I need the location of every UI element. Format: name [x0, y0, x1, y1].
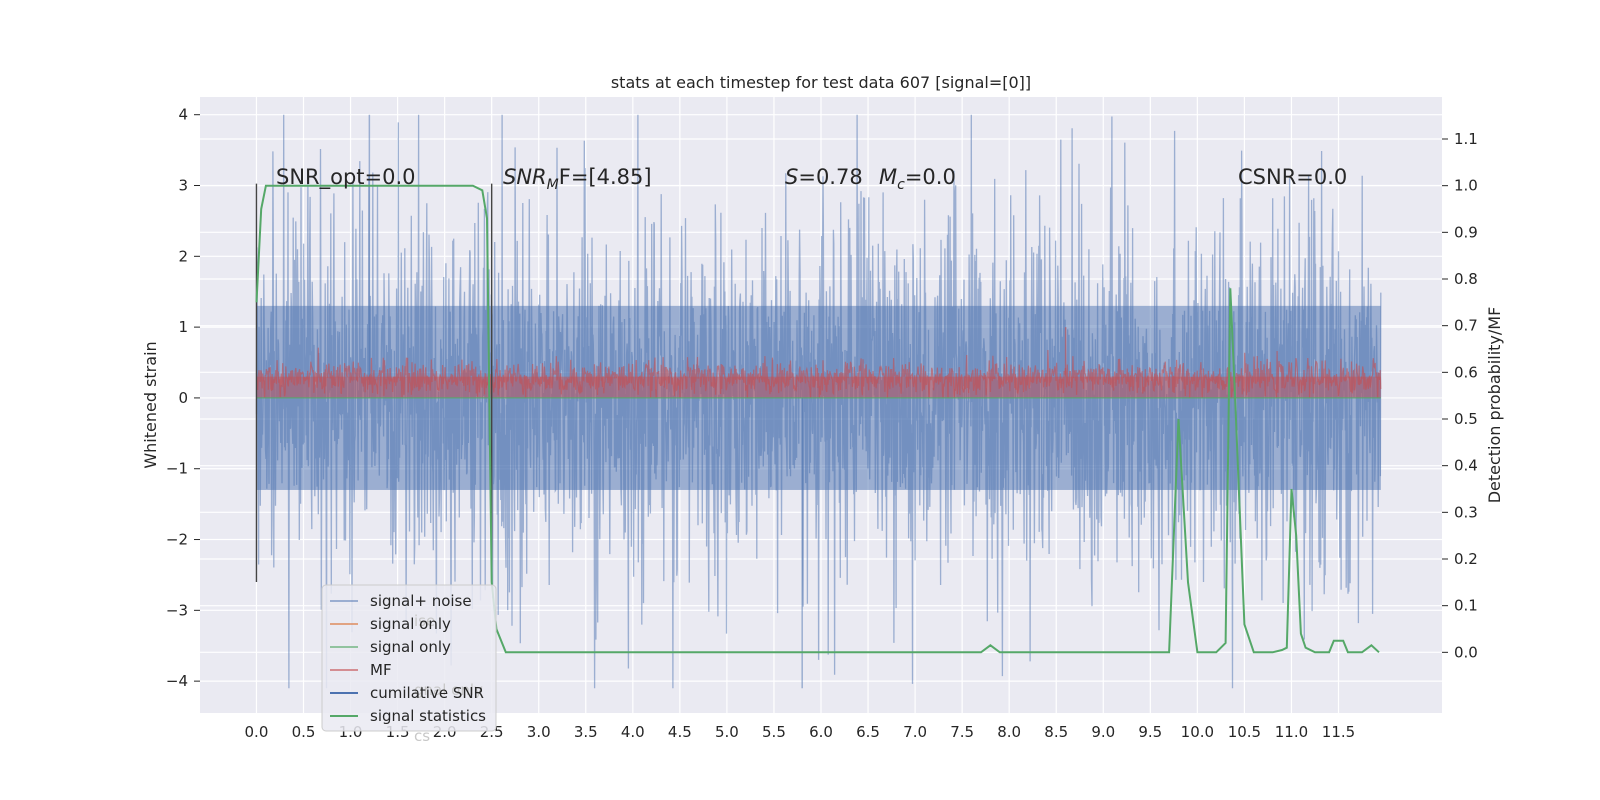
y-left-tick-label: 1: [178, 318, 188, 336]
chart-title: stats at each timestep for test data 607…: [611, 73, 1031, 92]
y-right-tick-label: 0.4: [1454, 457, 1478, 475]
legend-ghost-text: ise: [414, 612, 435, 630]
annotation-snr-opt: SNR_opt=0.0: [276, 165, 416, 190]
legend-label: MF: [370, 661, 392, 679]
x-tick-label: 5.0: [715, 723, 739, 741]
x-tick-label: 11.0: [1275, 723, 1308, 741]
x-tick-label: 9.5: [1138, 723, 1162, 741]
annotation-mc-value: =0.0: [905, 165, 956, 189]
y-left-tick-label: −2: [166, 531, 188, 549]
x-tick-label: 3.5: [574, 723, 598, 741]
x-tick-label: 7.5: [950, 723, 974, 741]
y-right-axis-title: Detection probability/MF: [1485, 307, 1504, 504]
x-tick-label: 6.0: [809, 723, 833, 741]
annotation-csnr: CSNR=0.0: [1238, 165, 1347, 189]
x-tick-label: 3.0: [527, 723, 551, 741]
signal-statistics-line: [255, 184, 1380, 654]
signal-statistics-series: [255, 184, 1380, 654]
x-tick-label: 0.5: [292, 723, 316, 741]
legend-label: signal+ noise: [370, 592, 472, 610]
legend-label: cumilative SNR: [370, 684, 484, 702]
y-right-tick-label: 0.8: [1454, 270, 1478, 288]
x-tick-label: 11.5: [1322, 723, 1355, 741]
y-left-axis-ticks: 4 3 2 1 0 −1 −2 −3 −4: [166, 106, 200, 690]
legend-ghost-text: cs: [414, 727, 430, 745]
x-tick-label: 8.5: [1044, 723, 1068, 741]
y-right-tick-label: 0.9: [1454, 223, 1478, 241]
mf-series: [255, 327, 1382, 398]
x-tick-label: 8.0: [997, 723, 1021, 741]
annotation-s: S=0.78: [785, 165, 863, 189]
x-tick-label: 4.0: [621, 723, 645, 741]
annotation-snr-mf: SNRMF=[4.85]: [503, 165, 652, 193]
x-tick-label: 7.0: [903, 723, 927, 741]
y-right-tick-label: 0.2: [1454, 550, 1478, 568]
legend-label: signal only: [370, 638, 451, 656]
y-left-tick-label: 3: [178, 177, 188, 195]
y-right-tick-label: 0.5: [1454, 410, 1478, 428]
noise-line: [255, 114, 1382, 689]
y-left-tick-label: −1: [166, 460, 188, 478]
legend-label: signal statistics: [370, 707, 486, 725]
y-right-axis-ticks: 1.1 1.0 0.9 0.8 0.7 0.6 0.5 0.4 0.3 0.2 0.1 0.0: [1442, 130, 1478, 661]
y-right-tick-label: 1.1: [1454, 130, 1478, 148]
y-left-tick-label: −3: [166, 601, 188, 619]
y-right-tick-label: 0.3: [1454, 503, 1478, 521]
annotation-s-value: =0.78: [798, 165, 862, 189]
y-right-tick-label: 0.0: [1454, 643, 1478, 661]
x-tick-label: 4.5: [668, 723, 692, 741]
x-tick-label: 5.5: [762, 723, 786, 741]
y-right-tick-label: 0.7: [1454, 317, 1478, 335]
y-right-tick-label: 1.0: [1454, 177, 1478, 195]
y-left-tick-label: 0: [178, 389, 188, 407]
x-tick-label: 0.0: [245, 723, 269, 741]
legend-label: signal only: [370, 615, 451, 633]
annotation-mc: Mc=0.0: [879, 165, 956, 193]
y-left-tick-label: −4: [166, 672, 188, 690]
x-tick-label: 10.0: [1181, 723, 1214, 741]
y-left-tick-label: 4: [178, 106, 188, 124]
mf-line: [255, 347, 1382, 398]
legend: ise gnal only cs signal+ noise signal only si…: [321, 584, 497, 745]
x-tick-label: 9.0: [1091, 723, 1115, 741]
legend-box: [321, 584, 497, 732]
annotation-snr-mf-value: F=[4.85]: [559, 165, 652, 189]
y-left-axis-title: Whitened strain: [141, 341, 160, 468]
y-right-tick-label: 0.1: [1454, 597, 1478, 615]
legend-ghost-text: gnal only: [414, 681, 483, 699]
y-right-tick-label: 0.6: [1454, 363, 1478, 381]
y-left-tick-label: 2: [178, 247, 188, 265]
x-tick-label: 10.5: [1228, 723, 1261, 741]
x-tick-label: 6.5: [856, 723, 880, 741]
